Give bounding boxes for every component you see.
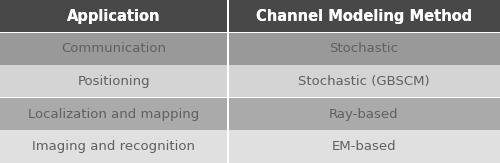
Text: Imaging and recognition: Imaging and recognition [32,140,195,153]
Bar [228,0,500,33]
Bar [0,97,500,98]
Bar [0,65,500,66]
Text: EM-based: EM-based [332,140,396,153]
Text: Positioning: Positioning [78,75,150,88]
Bar [0,65,228,98]
Bar [226,0,228,163]
Bar [0,32,500,33]
Bar [0,33,228,65]
Text: Stochastic (GBSCM): Stochastic (GBSCM) [298,75,430,88]
Text: Channel Modeling Method: Channel Modeling Method [256,9,472,24]
Bar [228,130,500,163]
Text: Application: Application [67,9,160,24]
Bar [0,130,228,163]
Text: Stochastic: Stochastic [329,42,398,55]
Bar [0,98,228,130]
Text: Localization and mapping: Localization and mapping [28,108,200,121]
Text: Ray-based: Ray-based [329,108,398,121]
Bar [228,65,500,98]
Bar [228,33,500,65]
Bar [0,0,228,33]
Bar [0,130,500,131]
Text: Application: Application [67,9,160,24]
Text: Channel Modeling Method: Channel Modeling Method [256,9,472,24]
Bar [228,98,500,130]
Text: Communication: Communication [61,42,166,55]
